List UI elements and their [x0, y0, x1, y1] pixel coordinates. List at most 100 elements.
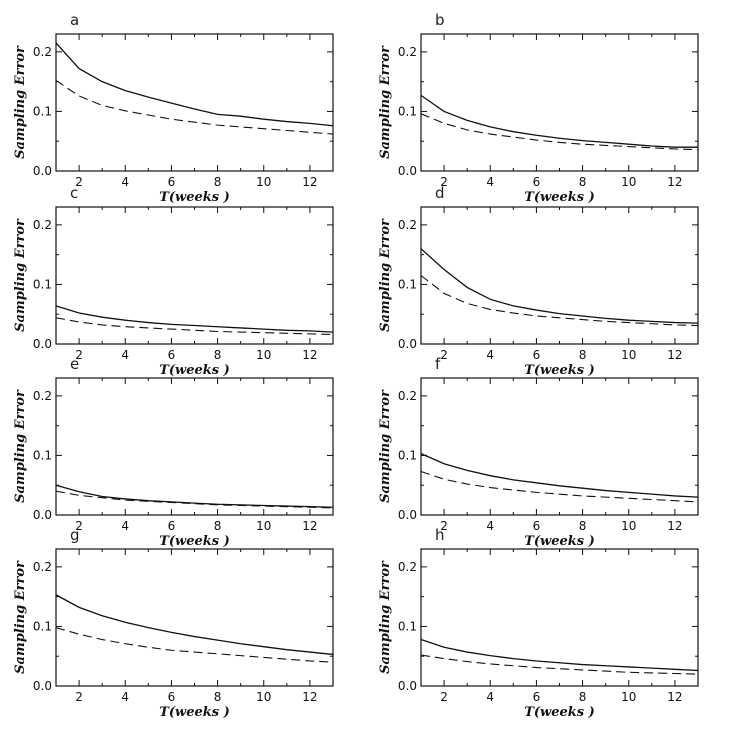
x-tick-label: 4: [121, 519, 129, 533]
x-tick-label: 8: [214, 519, 222, 533]
x-tick-label: 10: [621, 175, 636, 189]
x-tick-label: 2: [75, 348, 83, 362]
series-solid-line: [420, 453, 699, 498]
x-tick-label: 4: [121, 175, 129, 189]
x-tick-label: 4: [486, 348, 494, 362]
y-axis-label: Sampling Error: [13, 218, 28, 332]
y-tick-label: 0.0: [33, 337, 52, 351]
panel-letter: a: [70, 11, 79, 29]
y-tick-label: 0.2: [33, 218, 52, 232]
y-axis-label: Sampling Error: [378, 560, 393, 674]
x-tick-label: 2: [440, 519, 448, 533]
x-tick-label: 2: [440, 690, 448, 704]
x-tick-label: 4: [486, 690, 494, 704]
x-tick-label: 6: [168, 690, 176, 704]
x-tick-label: 10: [256, 348, 271, 362]
plot-frame: [55, 548, 334, 687]
y-tick-label: 0.1: [33, 619, 52, 633]
x-tick-label: 10: [621, 690, 636, 704]
series-dashed-line: [420, 654, 699, 675]
x-axis-label: T(weeks ): [524, 363, 595, 378]
x-tick-label: 12: [302, 519, 317, 533]
x-tick-label: 2: [440, 175, 448, 189]
series-dashed-line: [420, 275, 699, 327]
x-tick-label: 2: [75, 690, 83, 704]
plot-frame: [420, 33, 699, 172]
x-tick-label: 4: [121, 690, 129, 704]
y-tick-label: 0.1: [398, 619, 417, 633]
x-axis-label: T(weeks ): [524, 534, 595, 549]
y-tick-label: 0.0: [398, 164, 417, 178]
x-axis-label: T(weeks ): [159, 363, 230, 378]
x-tick-label: 8: [214, 348, 222, 362]
x-tick-label: 2: [75, 175, 83, 189]
series-solid-line: [420, 248, 699, 324]
y-tick-label: 0.0: [398, 337, 417, 351]
y-tick-label: 0.1: [398, 104, 417, 118]
x-tick-label: 2: [75, 519, 83, 533]
y-tick-label: 0.2: [398, 218, 417, 232]
panel-letter: b: [435, 11, 445, 29]
y-tick-label: 0.1: [33, 104, 52, 118]
y-axis-label: Sampling Error: [13, 45, 28, 159]
x-tick-label: 2: [440, 348, 448, 362]
x-tick-label: 8: [214, 175, 222, 189]
x-tick-label: 8: [579, 175, 587, 189]
y-tick-label: 0.2: [398, 560, 417, 574]
x-tick-label: 12: [667, 175, 682, 189]
panel-b: b 2 4 6 8 10 12 0.0 0.1 0.2 T(weeks ) Sampling Erro…: [378, 11, 699, 205]
x-tick-label: 10: [256, 175, 271, 189]
x-axis-label: T(weeks ): [524, 705, 595, 720]
y-axis-label: Sampling Error: [13, 389, 28, 503]
series-solid-line: [55, 594, 334, 656]
series-dashed-line: [55, 80, 334, 135]
plot-frame: [55, 33, 334, 172]
x-tick-label: 12: [667, 690, 682, 704]
panel-letter: c: [70, 184, 78, 202]
y-tick-label: 0.2: [33, 560, 52, 574]
x-tick-label: 10: [621, 519, 636, 533]
x-axis-label: T(weeks ): [159, 534, 230, 549]
x-tick-label: 6: [168, 348, 176, 362]
y-tick-label: 0.2: [398, 389, 417, 403]
x-tick-label: 4: [486, 175, 494, 189]
panel-e: e 2 4 6 8 10 12 0.0 0.1 0.2 T(weeks ) Sampling Erro…: [13, 355, 334, 549]
y-tick-label: 0.0: [33, 164, 52, 178]
x-tick-label: 6: [533, 175, 541, 189]
panel-letter: f: [435, 355, 441, 373]
plot-frame: [55, 377, 334, 516]
series-dashed-line: [55, 490, 334, 509]
plot-frame: [55, 206, 334, 345]
y-tick-label: 0.2: [33, 389, 52, 403]
plot-frame: [420, 548, 699, 687]
y-tick-label: 0.2: [398, 45, 417, 59]
x-axis-label: T(weeks ): [159, 705, 230, 720]
series-solid-line: [420, 94, 698, 148]
y-axis-label: Sampling Error: [378, 389, 393, 503]
x-tick-label: 4: [486, 519, 494, 533]
series-solid-line: [55, 305, 334, 333]
y-axis-label: Sampling Error: [378, 218, 393, 332]
x-tick-label: 12: [667, 348, 682, 362]
y-axis-label: Sampling Error: [13, 560, 28, 674]
x-tick-label: 6: [168, 519, 176, 533]
x-tick-label: 8: [579, 519, 587, 533]
panel-a: a 2 4 6 8 10 12 0.0 0.1 0.2 T(weeks ) Sampling Erro…: [13, 11, 334, 205]
y-tick-label: 0.0: [33, 508, 52, 522]
panel-d: d 2 4 6 8 10 12 0.0 0.1 0.2 T(weeks ) Sampling Erro…: [378, 184, 699, 378]
panel-letter: e: [70, 355, 79, 373]
x-tick-label: 6: [533, 519, 541, 533]
x-axis-label: T(weeks ): [524, 190, 595, 205]
y-tick-label: 0.1: [398, 277, 417, 291]
series-dashed-line: [420, 470, 699, 503]
series-solid-line: [420, 638, 699, 672]
panel-g: g 2 4 6 8 10 12 0.0 0.1 0.2 T(weeks ) Sampling Erro…: [13, 526, 334, 720]
y-axis-label: Sampling Error: [378, 45, 393, 159]
x-tick-label: 10: [256, 519, 271, 533]
x-tick-label: 10: [621, 348, 636, 362]
y-tick-label: 0.1: [398, 448, 417, 462]
x-tick-label: 8: [214, 690, 222, 704]
panel-f: f 2 4 6 8 10 12 0.0 0.1 0.2 T(weeks ) Sampling Erro…: [378, 355, 699, 549]
series-dashed-line: [55, 627, 334, 663]
x-tick-label: 6: [533, 690, 541, 704]
